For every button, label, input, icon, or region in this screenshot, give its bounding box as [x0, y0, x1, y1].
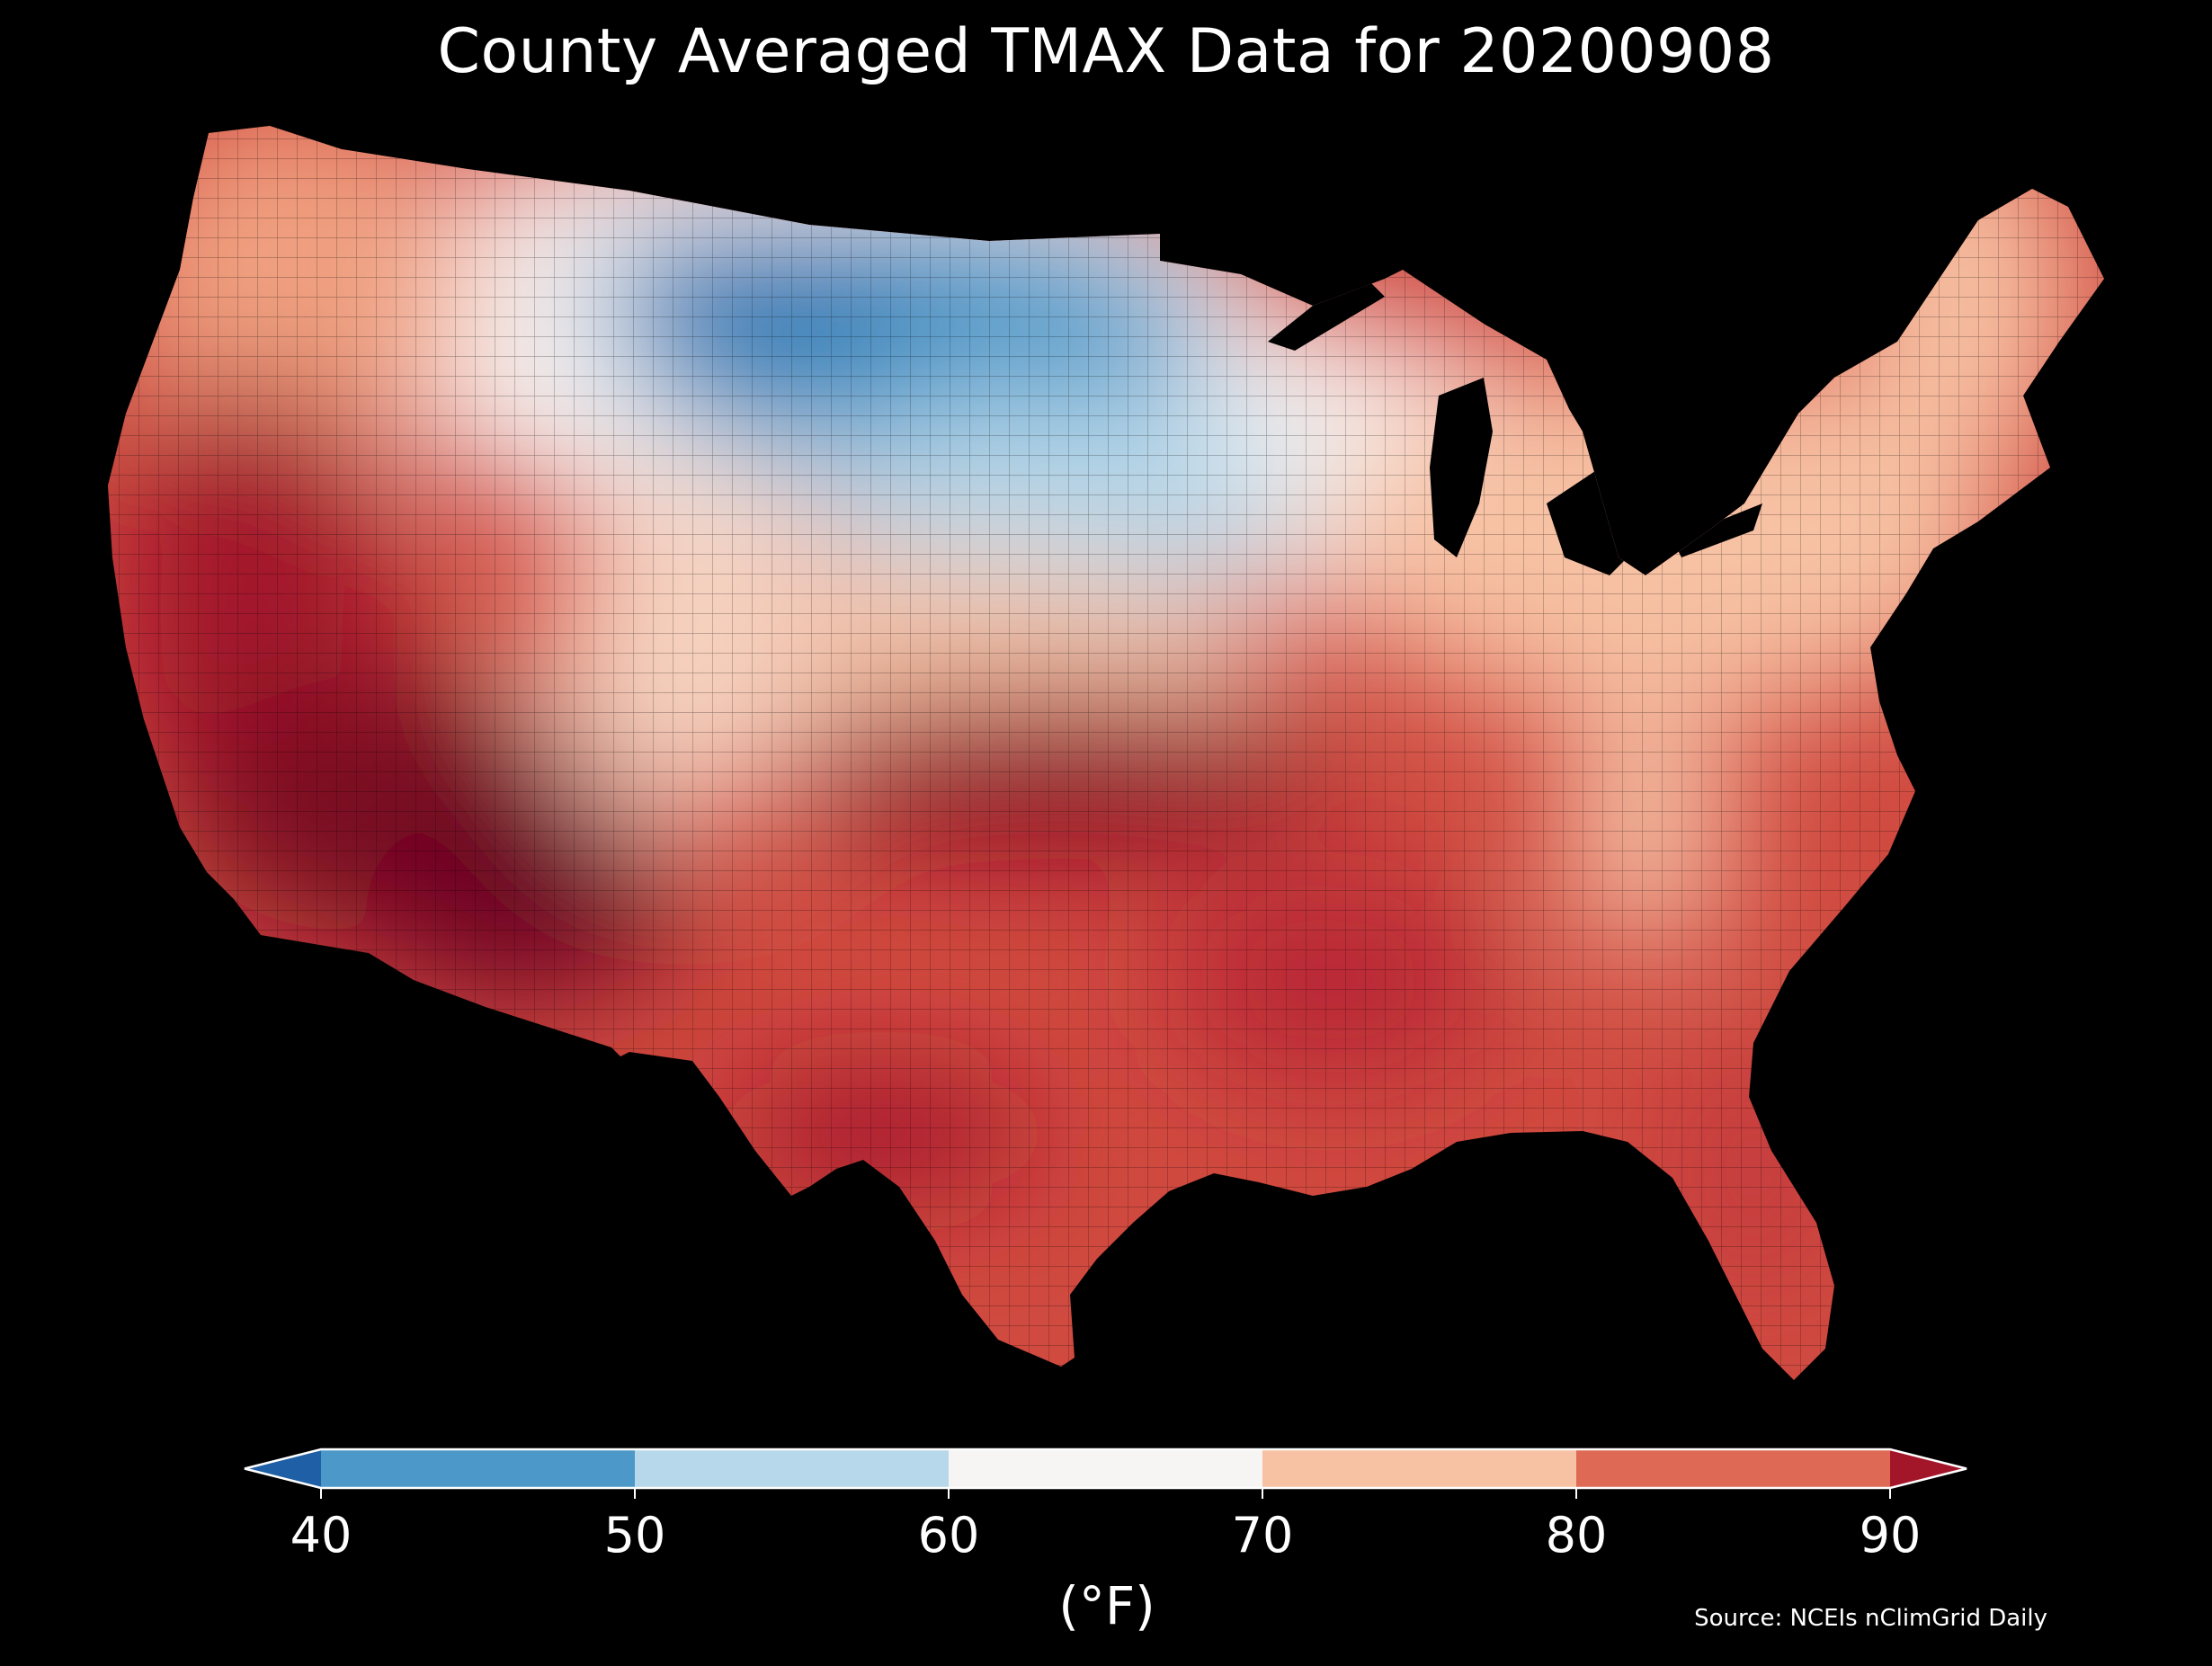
great-lakes	[1268, 279, 1762, 575]
colorbar-bin-50-60	[635, 1449, 949, 1488]
colorbar-bin-40-50	[321, 1449, 635, 1488]
tick-label-40: 40	[290, 1507, 352, 1564]
colorbar-bin-60-70	[949, 1449, 1262, 1488]
colorbar-extend-low	[245, 1449, 321, 1488]
colorbar-bin-70-80	[1262, 1449, 1576, 1488]
tick-label-80: 80	[1545, 1507, 1608, 1564]
tick-label-60: 60	[917, 1507, 980, 1564]
tick-label-90: 90	[1859, 1507, 1922, 1564]
source-credit: Source: NCEIs nClimGrid Daily	[1694, 1605, 2047, 1632]
tick-label-50: 50	[603, 1507, 666, 1564]
tick-label-70: 70	[1231, 1507, 1294, 1564]
colorbar-extend-high	[1890, 1449, 1967, 1488]
colorbar-bin-80-90	[1576, 1449, 1890, 1488]
chart-title: County Averaged TMAX Data for 20200908	[437, 16, 1775, 87]
colorbar-unit-label: (°F)	[1058, 1575, 1155, 1636]
